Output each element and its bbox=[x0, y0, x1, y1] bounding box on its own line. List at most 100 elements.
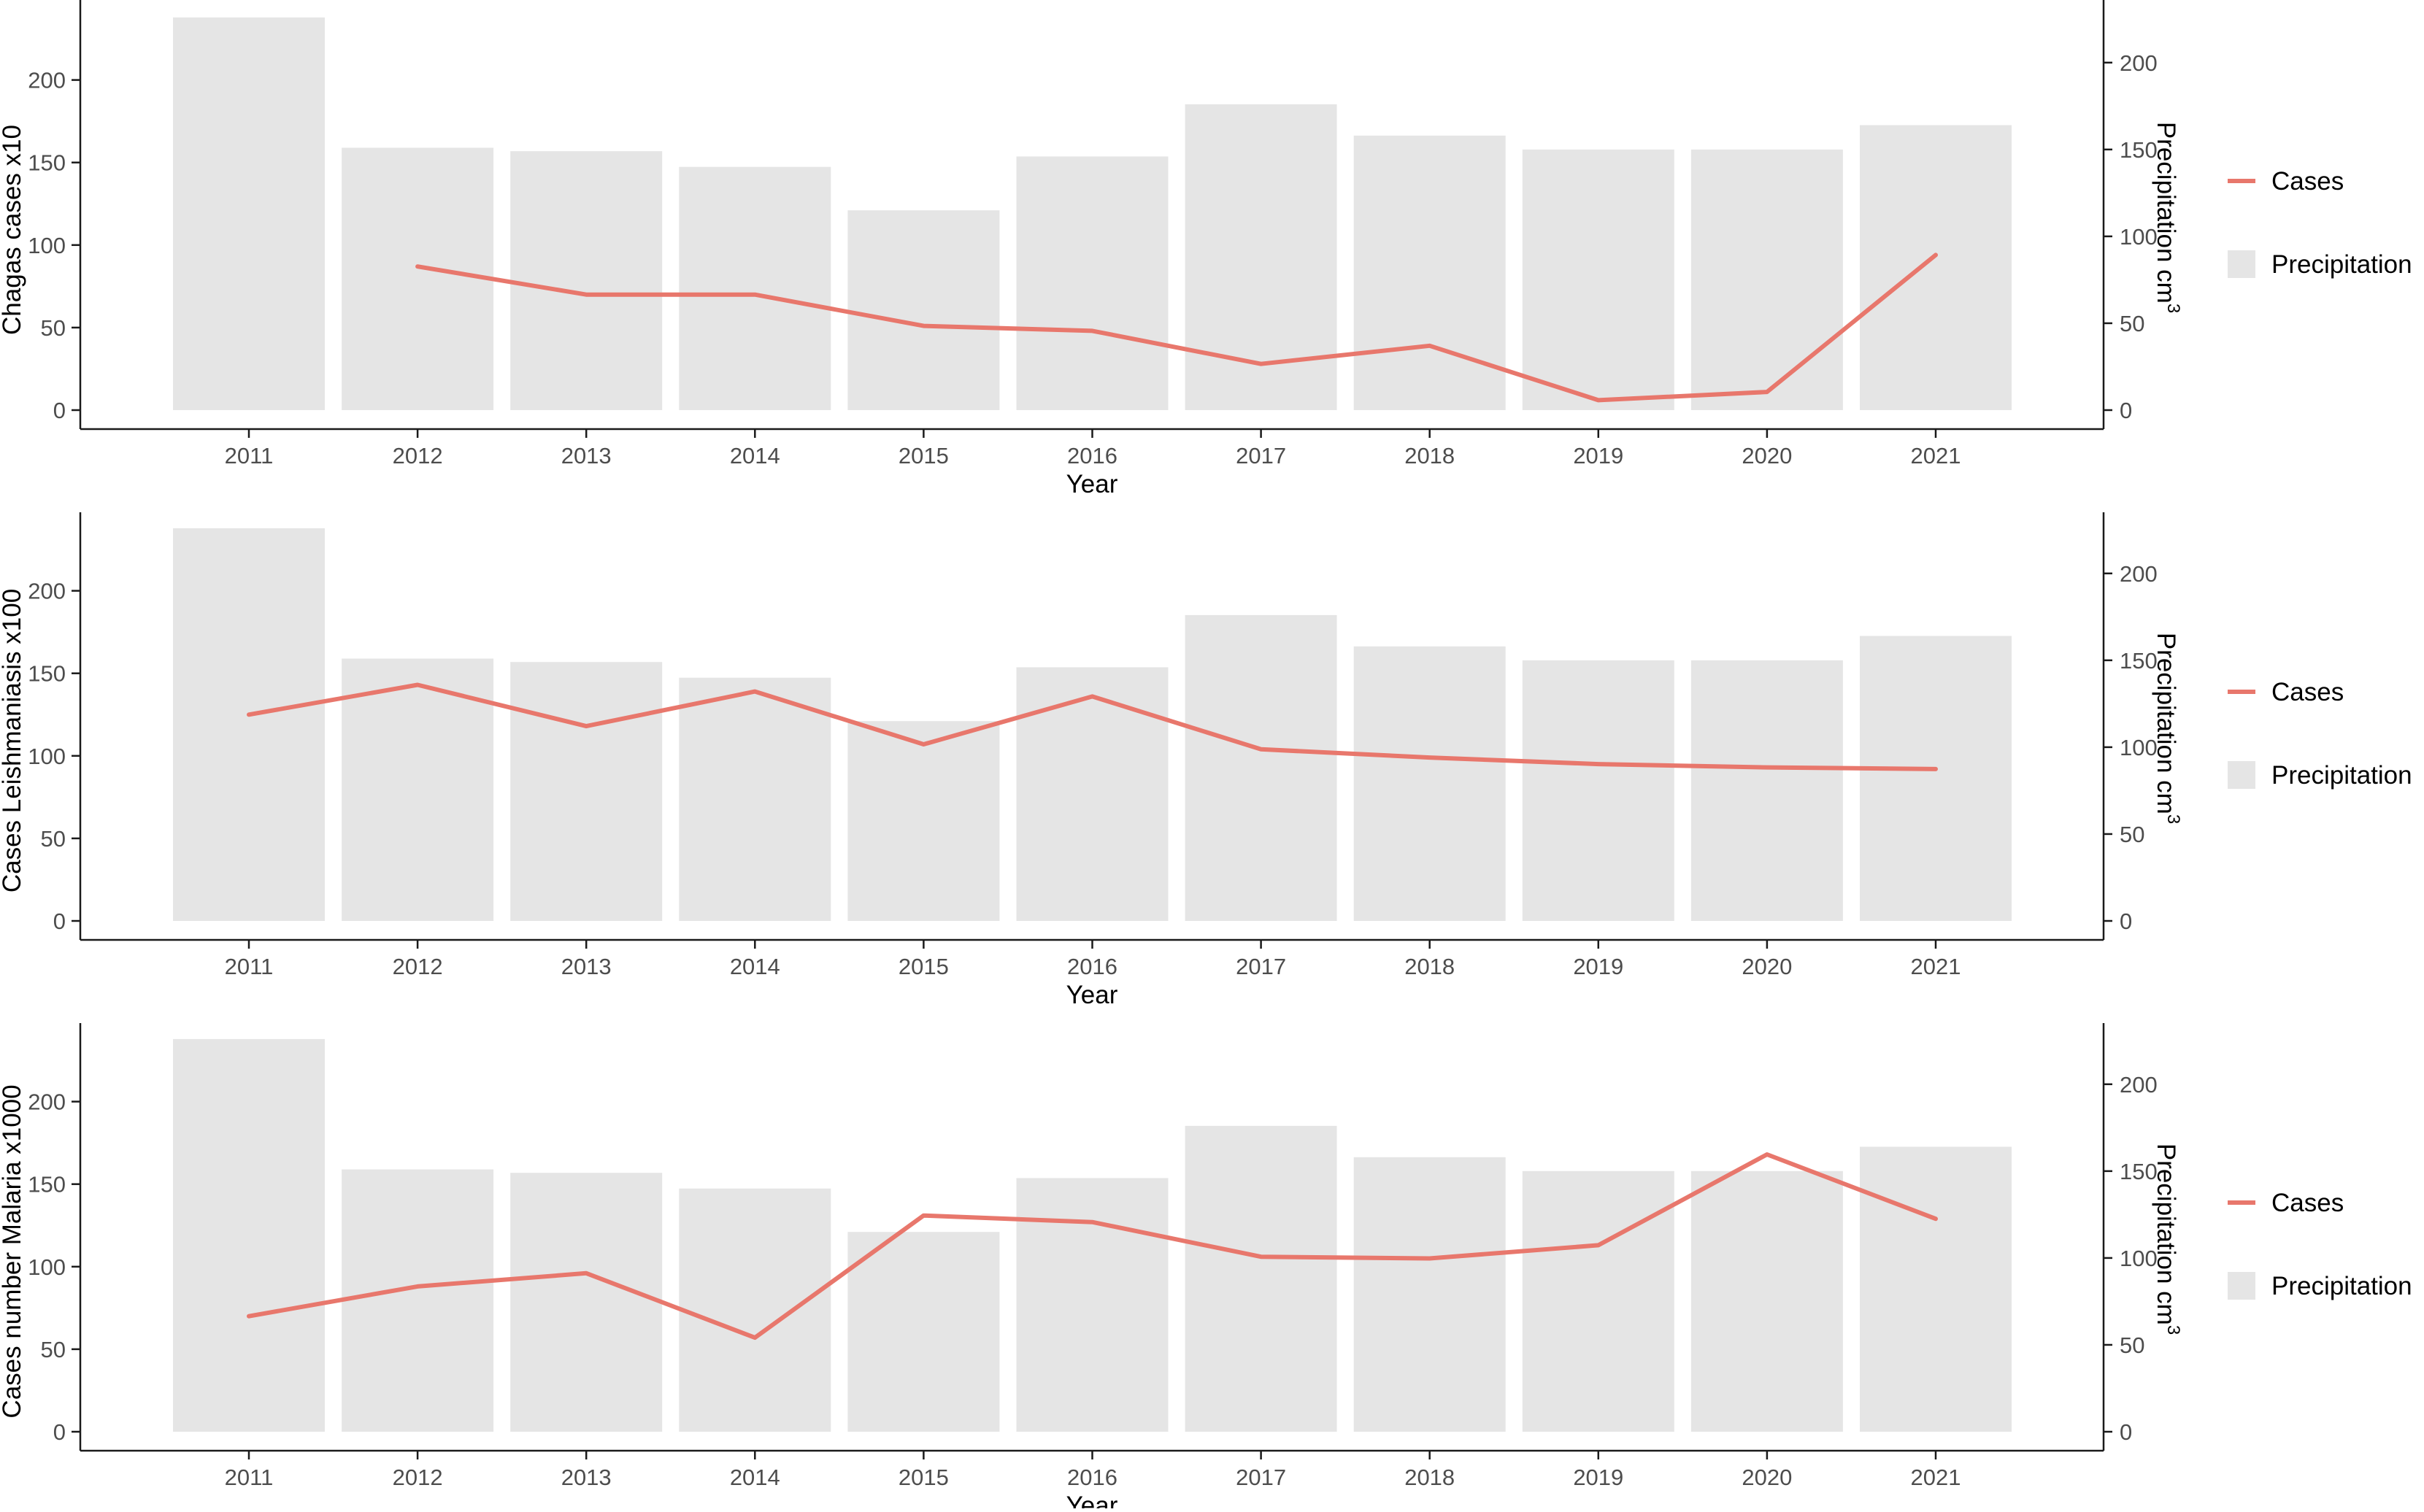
precipitation-bar bbox=[1690, 149, 1843, 410]
right-axis-title-superscript: 3 bbox=[2163, 1325, 2183, 1335]
x-tick-label: 2018 bbox=[1404, 443, 1455, 468]
precipitation-bar bbox=[1860, 636, 2012, 921]
right-tick-label: 0 bbox=[2120, 909, 2132, 934]
legend: Cases Precipitation bbox=[2228, 167, 2412, 279]
precipitation-bar bbox=[342, 147, 494, 410]
x-tick-label: 2014 bbox=[730, 1465, 780, 1490]
precipitation-bar bbox=[1016, 1178, 1169, 1432]
right-tick-label: 200 bbox=[2120, 1072, 2158, 1098]
x-axis-title: Year bbox=[1066, 981, 1118, 1009]
precipitation-bar bbox=[1522, 660, 1674, 921]
precipitation-bar bbox=[847, 210, 1000, 410]
precipitation-bar bbox=[679, 1188, 831, 1432]
legend: Cases Precipitation bbox=[2228, 678, 2412, 790]
x-tick-label: 2011 bbox=[225, 954, 274, 979]
precipitation-bar bbox=[1860, 1146, 2012, 1432]
precipitation-bar bbox=[679, 677, 831, 921]
cases-line bbox=[415, 252, 1938, 403]
precipitation-bars bbox=[173, 528, 2012, 921]
right-axis-title-text: Precipitation cm bbox=[2152, 122, 2180, 304]
x-tick-label: 2014 bbox=[730, 954, 780, 979]
left-tick-label: 0 bbox=[53, 1419, 66, 1445]
precipitation-bar bbox=[342, 658, 494, 921]
right-axis-title: Precipitation cm3 bbox=[2152, 633, 2183, 824]
x-tick-label: 2016 bbox=[1067, 954, 1117, 979]
precipitation-bar bbox=[1016, 156, 1169, 410]
x-tick-label: 2021 bbox=[1911, 443, 1961, 468]
cases-line bbox=[247, 1152, 1938, 1341]
left-tick-label: 150 bbox=[28, 150, 66, 176]
left-tick-label: 50 bbox=[41, 315, 66, 341]
x-axis-title: Year bbox=[1066, 1492, 1118, 1508]
precipitation-bar bbox=[1185, 614, 1337, 921]
x-tick-label: 2013 bbox=[561, 954, 612, 979]
right-axis-title-text: Precipitation cm bbox=[2152, 633, 2180, 814]
x-tick-label: 2018 bbox=[1404, 1465, 1455, 1490]
legend-precipitation-label: Precipitation bbox=[2271, 1272, 2412, 1300]
right-tick-label: 200 bbox=[2120, 561, 2158, 587]
right-tick-label: 150 bbox=[2120, 1159, 2158, 1184]
legend: Cases Precipitation bbox=[2228, 1189, 2412, 1300]
legend-cases-label: Cases bbox=[2271, 167, 2344, 196]
right-tick-label: 200 bbox=[2120, 50, 2158, 76]
precipitation-bar bbox=[1860, 125, 2012, 410]
chart-panel-1: 0 50 100 150 200 0 50 100 150 200 2011 2012 2013 2014… bbox=[0, 0, 2412, 498]
x-tick-label: 2018 bbox=[1404, 954, 1455, 979]
precipitation-bar bbox=[1185, 1125, 1337, 1432]
right-tick-label: 50 bbox=[2120, 311, 2144, 336]
x-axis-title: Year bbox=[1066, 470, 1118, 498]
precipitation-bars bbox=[173, 17, 2012, 411]
precipitation-bar bbox=[1353, 135, 1506, 411]
right-tick-label: 100 bbox=[2120, 224, 2158, 250]
precipitation-bar bbox=[679, 166, 831, 410]
x-tick-label: 2011 bbox=[225, 1465, 274, 1490]
legend-precipitation-label: Precipitation bbox=[2271, 250, 2412, 279]
left-tick-label: 150 bbox=[28, 1172, 66, 1197]
right-tick-label: 150 bbox=[2120, 648, 2158, 674]
left-axis-title: Cases number Malaria x1000 bbox=[0, 1084, 26, 1418]
right-tick-label: 100 bbox=[2120, 1246, 2158, 1271]
precipitation-bar bbox=[1690, 1170, 1843, 1432]
x-tick-label: 2015 bbox=[899, 443, 949, 468]
left-tick-label: 150 bbox=[28, 661, 66, 687]
precipitation-bar bbox=[1690, 660, 1843, 921]
legend-cases-label: Cases bbox=[2271, 1189, 2344, 1217]
x-tick-label: 2017 bbox=[1236, 1465, 1286, 1490]
chart-panel-3: 0 50 100 150 200 0 50 100 150 200 2011 2012 2013 2014… bbox=[0, 1023, 2412, 1512]
x-tick-label: 2017 bbox=[1236, 443, 1286, 468]
left-tick-label: 100 bbox=[28, 744, 66, 769]
legend-precipitation-label: Precipitation bbox=[2271, 761, 2412, 790]
right-axis-title: Precipitation cm3 bbox=[2152, 1143, 2183, 1335]
x-tick-label: 2021 bbox=[1911, 1465, 1961, 1490]
x-tick-label: 2013 bbox=[561, 1465, 612, 1490]
left-tick-label: 200 bbox=[28, 68, 66, 93]
x-tick-label: 2019 bbox=[1573, 954, 1623, 979]
precipitation-bar bbox=[173, 528, 325, 921]
x-tick-label: 2012 bbox=[393, 443, 443, 468]
legend-precipitation-key bbox=[2228, 761, 2255, 789]
right-axis-title-superscript: 3 bbox=[2163, 814, 2183, 824]
x-tick-label: 2012 bbox=[393, 1465, 443, 1490]
precipitation-bar bbox=[510, 662, 663, 921]
precipitation-bar bbox=[1353, 646, 1506, 921]
left-tick-label: 200 bbox=[28, 579, 66, 604]
right-tick-label: 50 bbox=[2120, 822, 2144, 847]
x-tick-label: 2020 bbox=[1742, 954, 1792, 979]
x-tick-label: 2021 bbox=[1911, 954, 1961, 979]
x-tick-label: 2019 bbox=[1573, 443, 1623, 468]
legend-cases-label: Cases bbox=[2271, 678, 2344, 706]
right-tick-label: 100 bbox=[2120, 735, 2158, 760]
precipitation-bar bbox=[510, 151, 663, 410]
left-axis-title: Cases Leishmaniasis x100 bbox=[0, 589, 26, 892]
x-tick-label: 2012 bbox=[393, 954, 443, 979]
right-tick-label: 0 bbox=[2120, 1419, 2132, 1445]
x-tick-label: 2011 bbox=[225, 443, 274, 468]
right-tick-label: 0 bbox=[2120, 398, 2132, 423]
x-tick-label: 2020 bbox=[1742, 443, 1792, 468]
precipitation-bar bbox=[1522, 149, 1674, 410]
x-tick-label: 2014 bbox=[730, 443, 780, 468]
precipitation-bar bbox=[1016, 667, 1169, 921]
chart-panel-2: 0 50 100 150 200 0 50 100 150 200 2011 2012 2013 2014… bbox=[0, 512, 2412, 1009]
precipitation-bar bbox=[847, 1232, 1000, 1432]
